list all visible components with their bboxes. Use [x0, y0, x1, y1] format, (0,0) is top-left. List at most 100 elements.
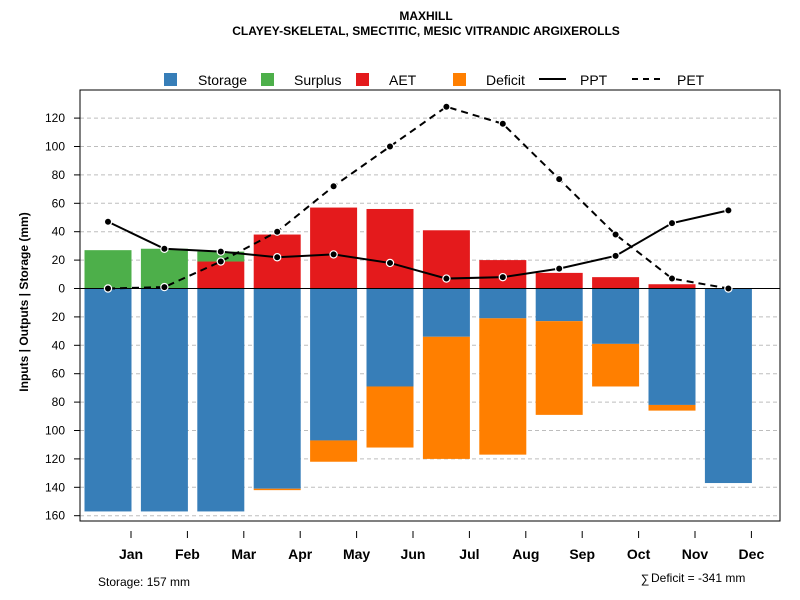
legend-swatch-surplus — [261, 73, 274, 86]
pet-point-aug — [498, 119, 507, 128]
y-axis-label: Inputs | Outputs | Storage (mm) — [17, 212, 31, 391]
bar-aet-sep — [535, 272, 583, 289]
x-tick-label-feb: Feb — [175, 546, 200, 562]
y-tick-label: 0 — [58, 282, 65, 296]
x-axis: Jan Feb Mar Apr May Jun Jul Aug Sep Oct Nov Dec — [119, 531, 765, 562]
ppt-point-sep — [555, 264, 564, 273]
pet-point-apr — [273, 227, 282, 236]
x-tick-label-mar: Mar — [231, 546, 256, 562]
bar-storage-jul — [422, 288, 470, 337]
ppt-point-jun — [385, 258, 395, 268]
x-tick-label-nov: Nov — [682, 546, 709, 562]
bar-deficit-may — [310, 440, 358, 462]
pet-point-nov — [667, 274, 677, 283]
y-tick-label: 40 — [52, 225, 66, 239]
chart-title: MAXHILL — [399, 9, 452, 23]
y-tick-label: 20 — [52, 253, 66, 267]
pet-point-jan — [103, 284, 113, 293]
ppt-point-oct — [611, 251, 620, 261]
bar-storage-feb — [140, 288, 188, 512]
storage-annotation: Storage: 157 mm — [98, 575, 190, 589]
plot-frame — [79, 89, 781, 522]
bars — [80, 207, 780, 512]
legend-label-pet: PET — [677, 72, 705, 88]
legend-label-storage: Storage — [198, 72, 247, 88]
pet-point-sep — [555, 174, 564, 184]
bar-deficit-jul — [422, 336, 470, 459]
bar-storage-oct — [592, 288, 640, 344]
ppt-line — [107, 209, 729, 280]
series-lines — [79, 89, 781, 522]
y-tick-label: 80 — [52, 395, 66, 409]
bar-storage-jan — [84, 288, 132, 512]
legend-label-ppt: PPT — [580, 72, 608, 88]
ppt-point-jul — [442, 274, 451, 283]
deficit-sum-symbol: ∑ — [641, 572, 650, 586]
y-tick-label: 100 — [45, 140, 65, 154]
bar-aet-jun — [366, 208, 414, 289]
chart-subtitle: CLAYEY-SKELETAL, SMECTITIC, MESIC VITRAN… — [232, 24, 620, 38]
legend-swatch-aet — [356, 73, 369, 86]
legend-label-surplus: Surplus — [294, 72, 341, 88]
bar-deficit-aug — [479, 318, 527, 455]
x-tick-label-apr: Apr — [288, 546, 313, 562]
bar-aet-may — [310, 207, 358, 289]
pet-point-jun — [385, 142, 395, 151]
x-tick-label-aug: Aug — [512, 546, 539, 562]
bar-deficit-jun — [366, 386, 414, 448]
bar-storage-apr — [253, 288, 301, 489]
ppt-point-aug — [498, 272, 507, 282]
bar-surplus-mar — [197, 251, 245, 262]
ppt-point-mar — [216, 247, 225, 256]
bar-storage-jun — [366, 288, 414, 387]
x-tick-label-sep: Sep — [569, 546, 595, 562]
bar-storage-mar — [197, 288, 245, 512]
bar-storage-dec — [704, 288, 752, 484]
y-tick-label: 80 — [52, 168, 66, 182]
pet-line — [107, 105, 729, 290]
x-tick-label-dec: Dec — [739, 546, 765, 562]
x-tick-label-oct: Oct — [627, 546, 651, 562]
bar-aet-mar — [197, 261, 245, 289]
pet-point-jul — [442, 102, 451, 111]
x-tick-label-may: May — [343, 546, 370, 562]
y-tick-label: 60 — [52, 367, 66, 381]
y-tick-label: 120 — [45, 452, 65, 466]
x-tick-label-jun: Jun — [401, 546, 426, 562]
ppt-point-nov — [667, 218, 677, 228]
x-tick-label-jul: Jul — [459, 546, 479, 562]
y-tick-label: 160 — [45, 509, 65, 523]
bar-storage-aug — [479, 288, 527, 319]
legend-label-deficit: Deficit — [486, 72, 525, 88]
y-tick-label: 140 — [45, 480, 65, 494]
bar-storage-nov — [648, 288, 696, 405]
bar-storage-sep — [535, 288, 583, 322]
y-tick-label: 20 — [52, 310, 66, 324]
bar-aet-apr — [253, 234, 301, 289]
y-tick-label: 40 — [52, 338, 66, 352]
bar-surplus-feb — [140, 248, 188, 289]
ppt-point-may — [329, 250, 338, 259]
x-tick-label-jan: Jan — [119, 546, 143, 562]
legend: Storage Surplus AET Deficit PPT PET — [164, 72, 705, 88]
bar-deficit-oct — [592, 343, 640, 387]
legend-swatch-storage — [164, 73, 177, 86]
deficit-annotation: Deficit = -341 mm — [651, 571, 745, 585]
ppt-point-dec — [724, 206, 733, 215]
y-axis: 120 100 80 60 40 20 0 20 40 60 80 100 120 140 160 — [45, 111, 80, 523]
bar-storage-may — [310, 288, 358, 441]
pet-point-may — [329, 182, 338, 191]
bar-aet-nov — [648, 284, 696, 289]
pet-point-oct — [611, 230, 620, 239]
legend-label-aet: AET — [389, 72, 417, 88]
pet-point-dec — [724, 284, 733, 293]
pet-point-feb — [160, 282, 169, 292]
y-tick-label: 100 — [45, 424, 65, 438]
y-tick-label: 120 — [45, 111, 65, 125]
bar-surplus-jan — [84, 250, 132, 289]
ppt-point-jan — [103, 217, 113, 226]
bar-aet-oct — [592, 277, 640, 289]
legend-swatch-deficit — [453, 73, 466, 86]
ppt-point-feb — [160, 244, 169, 253]
